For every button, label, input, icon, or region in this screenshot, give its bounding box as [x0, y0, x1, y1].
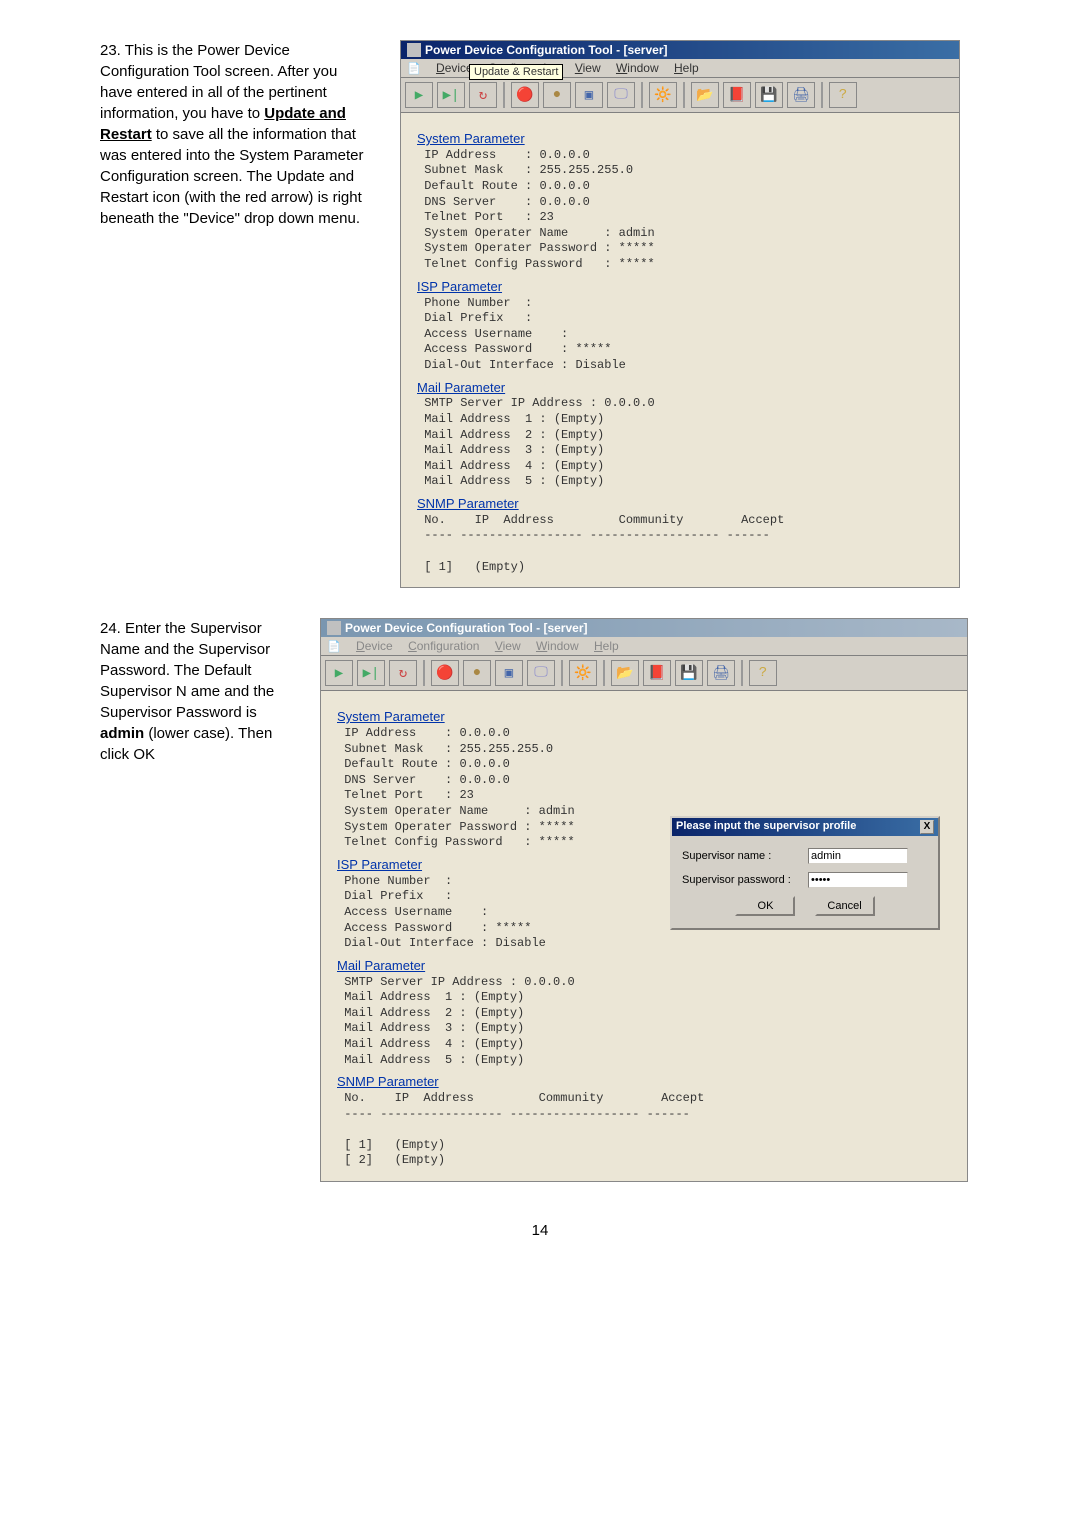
isp-param-block: Phone Number : Dial Prefix : Access User…	[417, 296, 943, 374]
snmp-param-block-2: No. IP Address Community Accept ---- ---…	[337, 1091, 951, 1169]
isp-param-header: ISP Parameter	[417, 279, 943, 296]
mail-param-header-2: Mail Parameter	[337, 958, 951, 975]
supervisor-name-input[interactable]	[808, 848, 908, 864]
menu-config-2[interactable]: Configuration	[408, 639, 479, 653]
toolbar-btn-9[interactable]: 📕	[723, 82, 751, 108]
window-title-2: Power Device Configuration Tool - [serve…	[345, 621, 587, 635]
menu-window[interactable]: Window	[616, 61, 659, 75]
supervisor-pass-input[interactable]	[808, 872, 908, 888]
t2-8[interactable]: 🔆	[569, 660, 597, 686]
supervisor-name-label: Supervisor name :	[682, 850, 802, 862]
dialog-title-text: Please input the supervisor profile	[676, 820, 856, 834]
menubar-2: 📄 Device Configuration View Window Help	[321, 637, 967, 656]
tooltip-update-restart: Update & Restart	[469, 64, 563, 80]
step-23-number: 23.	[100, 42, 121, 59]
t2-12[interactable]: 🖨	[707, 660, 735, 686]
toolbar-btn-1[interactable]: ▶	[405, 82, 433, 108]
menu-view[interactable]: View	[575, 61, 601, 75]
t2-4[interactable]: 🔴	[431, 660, 459, 686]
app-icon-2	[327, 621, 341, 635]
t2-3[interactable]: ↻	[389, 660, 417, 686]
step-24-bold: admin	[100, 725, 144, 742]
t2-1[interactable]: ▶	[325, 660, 353, 686]
t2-2[interactable]: ▶|	[357, 660, 385, 686]
menu-view-2[interactable]: View	[495, 639, 521, 653]
sys-param-header: System Parameter	[417, 131, 943, 148]
toolbar-btn-8[interactable]: 📂	[691, 82, 719, 108]
toolbar-btn-7[interactable]: 🔆	[649, 82, 677, 108]
toolbar-btn-4[interactable]: ●	[543, 82, 571, 108]
dialog-close-button[interactable]: X	[920, 820, 934, 834]
page-number: 14	[100, 1222, 980, 1239]
toolbar-btn-10[interactable]: 💾	[755, 82, 783, 108]
toolbar-btn-2[interactable]: ▶|	[437, 82, 465, 108]
window-titlebar: Power Device Configuration Tool - [serve…	[401, 41, 959, 59]
menu-help-2[interactable]: Help	[594, 639, 619, 653]
dialog-titlebar: Please input the supervisor profile X	[672, 818, 938, 836]
cancel-button[interactable]: Cancel	[815, 896, 875, 916]
supervisor-dialog: Please input the supervisor profile X Su…	[670, 816, 940, 930]
t2-6[interactable]: ▣	[495, 660, 523, 686]
toolbar-2: ▶ ▶| ↻ 🔴 ● ▣ 🖵 🔆 📂 📕 💾 🖨 ?	[321, 656, 967, 691]
window-title: Power Device Configuration Tool - [serve…	[425, 43, 667, 57]
t2-11[interactable]: 💾	[675, 660, 703, 686]
mail-param-block-2: SMTP Server IP Address : 0.0.0.0 Mail Ad…	[337, 975, 951, 1069]
menu-device-2[interactable]: Device	[356, 639, 393, 653]
mail-param-block: SMTP Server IP Address : 0.0.0.0 Mail Ad…	[417, 396, 943, 490]
screenshot-1: Power Device Configuration Tool - [serve…	[400, 40, 960, 588]
snmp-param-header-2: SNMP Parameter	[337, 1074, 951, 1091]
sys-param-block: IP Address : 0.0.0.0 Subnet Mask : 255.2…	[417, 148, 943, 273]
t2-5[interactable]: ●	[463, 660, 491, 686]
menu-window-2[interactable]: Window	[536, 639, 579, 653]
supervisor-pass-label: Supervisor password :	[682, 874, 802, 886]
sys-param-header-2: System Parameter	[337, 709, 951, 726]
ok-button[interactable]: OK	[735, 896, 795, 916]
t2-help[interactable]: ?	[749, 660, 777, 686]
snmp-param-block: No. IP Address Community Accept ---- ---…	[417, 513, 943, 575]
app-icon	[407, 43, 421, 57]
toolbar: ▶ ▶| ↻ 🔴 ● ▣ 🖵 🔆 📂 📕 💾 🖨 ? Update & Rest…	[401, 78, 959, 113]
toolbar-btn-6[interactable]: 🖵	[607, 82, 635, 108]
toolbar-btn-update-restart[interactable]: ↻	[469, 82, 497, 108]
step-24-number: 24.	[100, 620, 121, 637]
menu-device[interactable]: Device	[436, 61, 473, 75]
toolbar-btn-11[interactable]: 🖨	[787, 82, 815, 108]
toolbar-btn-help[interactable]: ?	[829, 82, 857, 108]
step-24-text-a: Enter the Supervisor Name and the Superv…	[100, 620, 274, 721]
toolbar-btn-5[interactable]: ▣	[575, 82, 603, 108]
t2-9[interactable]: 📂	[611, 660, 639, 686]
t2-10[interactable]: 📕	[643, 660, 671, 686]
menu-help[interactable]: Help	[674, 61, 699, 75]
mail-param-header: Mail Parameter	[417, 380, 943, 397]
window-titlebar-2: Power Device Configuration Tool - [serve…	[321, 619, 967, 637]
toolbar-btn-3[interactable]: 🔴	[511, 82, 539, 108]
snmp-param-header: SNMP Parameter	[417, 496, 943, 513]
t2-7[interactable]: 🖵	[527, 660, 555, 686]
